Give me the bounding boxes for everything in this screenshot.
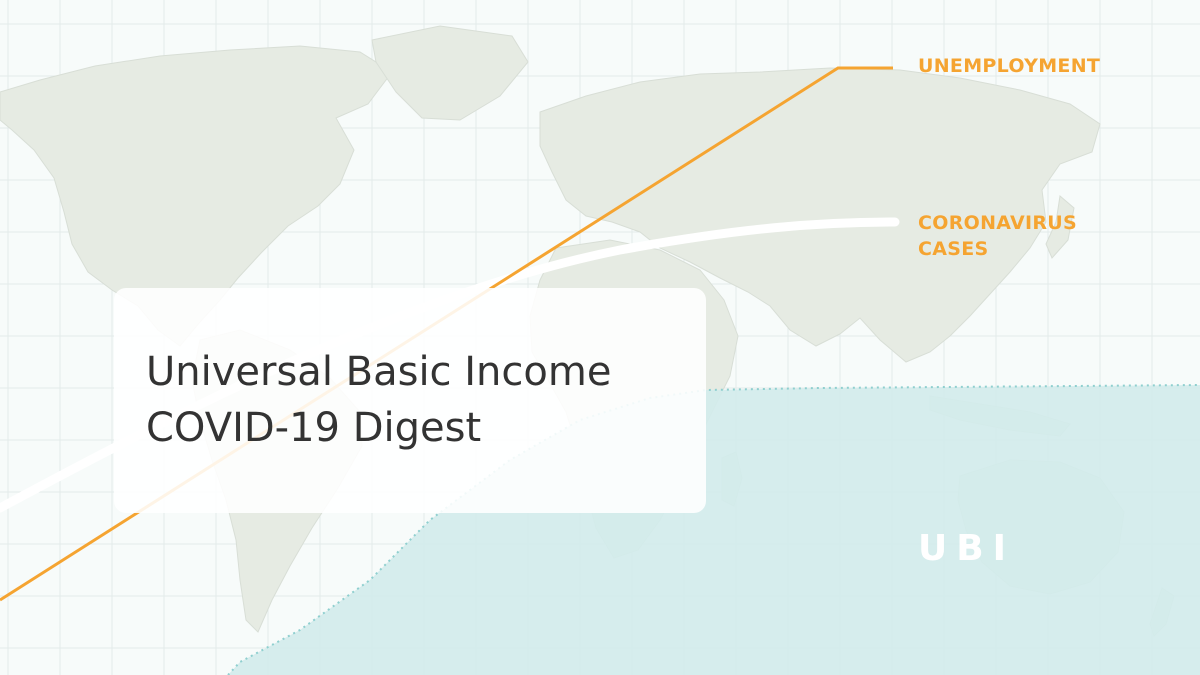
greenland-shape (371, 25, 529, 121)
title-line-2: COVID-19 Digest (146, 405, 482, 451)
coronavirus-cases-label: CORONAVIRUS CASES (918, 212, 1078, 260)
ubi-region (228, 385, 1200, 675)
japan-shape (1045, 195, 1075, 259)
north-america-shape (0, 45, 393, 347)
unemployment-label: UNEMPLOYMENT (918, 55, 1101, 77)
eurasia-shape (539, 67, 1101, 363)
ubi-label: UBI (918, 528, 1016, 569)
title-line-1: Universal Basic Income (146, 349, 612, 395)
title-card: Universal Basic Income COVID-19 Digest (114, 288, 706, 513)
